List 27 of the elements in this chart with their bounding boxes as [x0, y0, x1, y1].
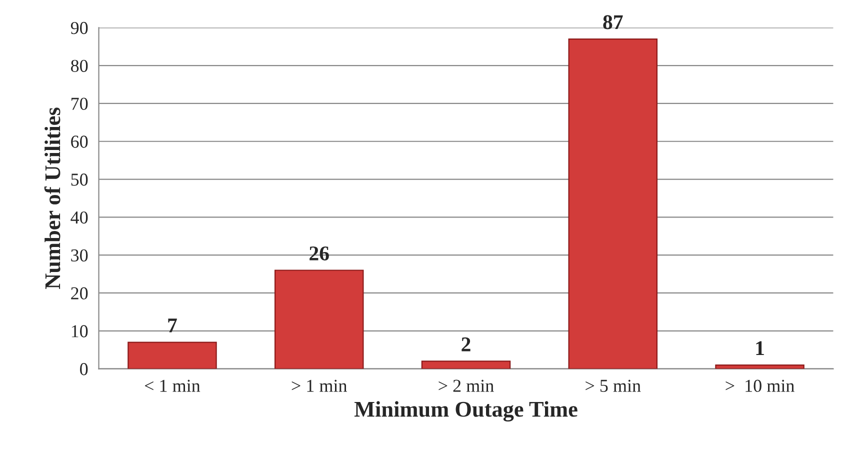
y-tick-label: 20 — [71, 287, 88, 300]
x-tick-label: > 2 min — [438, 380, 494, 392]
y-tick-label: 40 — [70, 211, 88, 224]
data-label: 87 — [603, 15, 623, 30]
y-tick-label: 50 — [71, 174, 88, 186]
x-tick-label: > 5 min — [586, 380, 641, 392]
data-label: 1 — [756, 341, 764, 356]
y-tick-label: 70 — [72, 98, 88, 110]
bar — [715, 364, 804, 369]
y-tick-label: 90 — [70, 22, 88, 34]
bar — [421, 360, 511, 369]
y-tick-label: 60 — [71, 136, 88, 148]
x-tick-label: > 1 min — [292, 380, 348, 392]
x-axis-title: Minimum Outage Time — [354, 401, 578, 422]
bar — [128, 342, 217, 369]
data-label: 7 — [168, 318, 177, 332]
bar — [274, 270, 364, 369]
y-tick-label: 0 — [80, 363, 88, 376]
bar — [568, 38, 658, 369]
y-tick-label: 80 — [71, 60, 88, 72]
x-tick-label: < 1 min — [144, 380, 200, 392]
data-label: 2 — [462, 337, 470, 352]
y-tick-label: 30 — [71, 249, 88, 262]
data-label: 26 — [310, 246, 329, 260]
y-tick-label: 10 — [72, 325, 88, 338]
y-axis-title: Number of Utilities — [44, 108, 60, 289]
x-tick-label: > 10 min — [726, 380, 794, 392]
